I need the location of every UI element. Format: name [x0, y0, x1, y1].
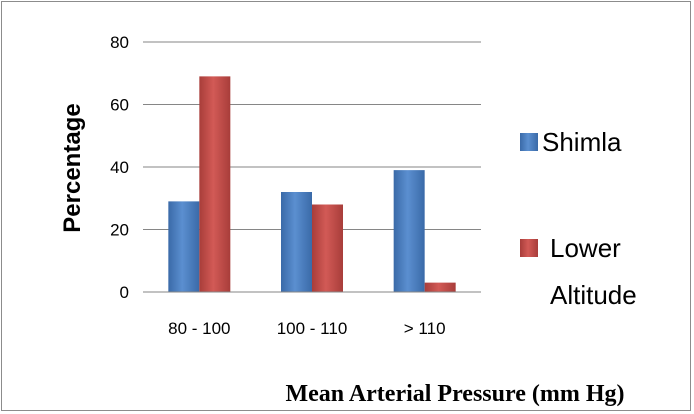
y-tick-label: 40: [110, 158, 129, 177]
legend-swatch-lower-altitude: [520, 239, 538, 257]
y-tick-labels: 0 20 40 60 80: [110, 33, 129, 302]
x-tick-labels: 80 - 100 100 - 110 > 110: [168, 319, 445, 338]
bars: [168, 76, 456, 292]
legend-label-lower-altitude-line2: Altitude: [550, 280, 637, 310]
bar-lower-altitude-1: [199, 76, 231, 292]
y-tick-label: 60: [110, 96, 129, 115]
bar-shimla-3: [393, 170, 425, 292]
x-axis-label: Mean Arterial Pressure (mm Hg): [285, 381, 624, 407]
y-axis-label: Percentage: [59, 103, 86, 232]
x-tick-label: 100 - 110: [277, 319, 348, 338]
x-tick-label: > 110: [404, 319, 446, 338]
legend-label-lower-altitude-line1: Lower: [550, 233, 621, 263]
bar-shimla-2: [281, 192, 312, 292]
legend: Shimla Lower Altitude: [520, 127, 637, 310]
bar-shimla-1: [168, 201, 200, 292]
legend-label-shimla: Shimla: [542, 127, 622, 157]
y-tick-label: 0: [120, 283, 129, 302]
legend-swatch-shimla: [520, 133, 538, 151]
y-tick-label: 20: [110, 221, 129, 240]
bar-lower-altitude-3: [424, 282, 456, 292]
bar-lower-altitude-2: [312, 204, 343, 292]
x-tick-label: 80 - 100: [168, 319, 230, 338]
y-tick-label: 80: [110, 33, 129, 52]
